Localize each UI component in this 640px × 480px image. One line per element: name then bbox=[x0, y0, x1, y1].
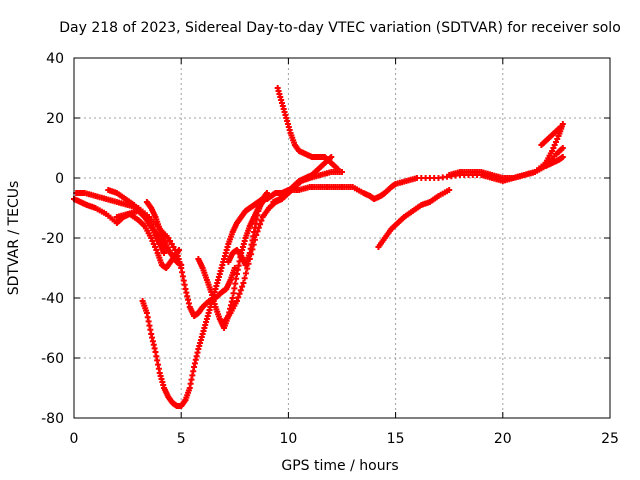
data-point bbox=[233, 298, 240, 304]
data-point bbox=[263, 190, 270, 196]
x-tick-label: 0 bbox=[70, 431, 79, 447]
data-point bbox=[244, 265, 251, 272]
x-axis-label: GPS time / hours bbox=[281, 458, 398, 474]
y-tick-label: 0 bbox=[55, 171, 64, 187]
series-arc-14 bbox=[538, 124, 564, 148]
data-point bbox=[161, 250, 168, 256]
data-point bbox=[334, 166, 341, 172]
data-point bbox=[339, 169, 345, 175]
data-point bbox=[239, 283, 246, 290]
y-tick-label: -20 bbox=[41, 231, 64, 247]
y-tick-label: -60 bbox=[41, 351, 64, 367]
data-point bbox=[231, 265, 238, 271]
series-arc-5 bbox=[113, 208, 174, 256]
y-tick-label: 40 bbox=[46, 51, 64, 67]
data-point bbox=[242, 270, 249, 277]
y-axis-label: SDTVAR / TECUs bbox=[6, 181, 22, 296]
x-tick-label: 15 bbox=[387, 431, 405, 447]
data-point bbox=[241, 275, 248, 282]
x-tick-label: 10 bbox=[279, 431, 297, 447]
data-point bbox=[559, 154, 566, 160]
data-point bbox=[258, 217, 265, 224]
series-arc-9 bbox=[225, 190, 270, 268]
y-tick-label: -40 bbox=[41, 291, 64, 307]
series-arc-13 bbox=[446, 121, 566, 181]
data-point bbox=[236, 290, 243, 297]
data-marks bbox=[71, 85, 566, 409]
data-point bbox=[178, 262, 185, 268]
data-point bbox=[446, 187, 453, 193]
data-point bbox=[328, 154, 335, 160]
data-point bbox=[237, 287, 244, 294]
x-tick-label: 5 bbox=[177, 431, 186, 447]
x-tick-label: 25 bbox=[601, 431, 619, 447]
data-point bbox=[240, 280, 247, 286]
x-tick-label: 20 bbox=[494, 431, 512, 447]
axis-ticks: 0 5 10 15 20 25 -80 -60 -40 -20 0 20 40 bbox=[41, 51, 619, 447]
data-point bbox=[557, 124, 564, 130]
series-arc-11 bbox=[270, 154, 335, 205]
data-point bbox=[167, 250, 174, 256]
y-tick-label: -80 bbox=[41, 411, 64, 427]
y-tick-label: 20 bbox=[46, 111, 64, 127]
series-arc-15 bbox=[542, 154, 566, 169]
chart-title: Day 218 of 2023, Sidereal Day-to-day VTE… bbox=[59, 20, 621, 36]
data-point bbox=[559, 145, 566, 151]
data-point bbox=[235, 294, 242, 301]
series-arc-12 bbox=[375, 187, 453, 250]
